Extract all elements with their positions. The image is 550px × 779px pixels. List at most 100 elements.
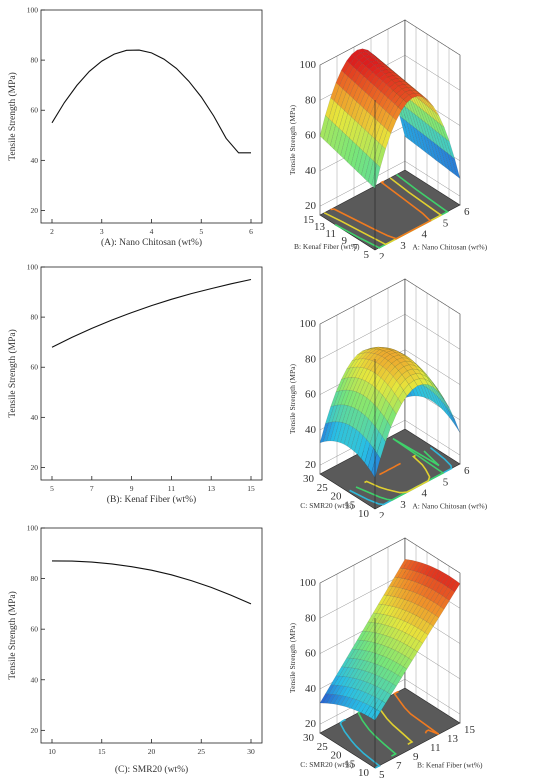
surface-cell xyxy=(378,690,388,702)
surface-cell xyxy=(337,389,347,406)
x-tick-label: 2 xyxy=(379,510,385,518)
surface-cell xyxy=(403,384,413,397)
surface-cell xyxy=(356,630,367,641)
contour-line xyxy=(339,718,381,769)
x-tick-label: 13 xyxy=(447,733,459,745)
surface-cell xyxy=(374,613,384,624)
surface-cell xyxy=(340,423,350,445)
y-tick-label: 7 xyxy=(353,242,359,254)
contour-line xyxy=(357,709,398,757)
surface-cell xyxy=(365,61,375,70)
x-tick-label: 3 xyxy=(400,240,406,252)
surface-cell xyxy=(361,58,372,67)
surface-cell xyxy=(394,568,404,578)
surface-cell xyxy=(412,360,422,370)
z-tick-label: 60 xyxy=(305,130,317,142)
series-line xyxy=(51,278,252,348)
x-tick-label: 13 xyxy=(207,484,215,493)
surface-cell xyxy=(364,157,374,183)
y-tick-label: 15 xyxy=(344,499,356,511)
surface-cell xyxy=(371,452,381,479)
y-tick-label: 10 xyxy=(358,767,370,779)
surface-cell xyxy=(386,586,397,597)
y-axis-label: Tensile Strength (MPa) xyxy=(7,591,18,680)
surface-cell xyxy=(338,404,348,423)
y-tick-label: 13 xyxy=(314,221,326,233)
surface-cell xyxy=(333,85,343,105)
surface-cell xyxy=(361,110,371,131)
series-line xyxy=(51,560,252,605)
x-tick-label: 11 xyxy=(168,484,175,493)
surface-cell xyxy=(397,390,408,405)
response-surface xyxy=(319,48,461,189)
x-axis-label: (A): Nano Chitosan (wt%) xyxy=(101,237,202,248)
surface-cell xyxy=(392,577,402,588)
x-tick-label: 6 xyxy=(249,227,253,236)
y-tick-label: 40 xyxy=(31,413,39,422)
surface-cell xyxy=(387,660,397,672)
plot-frame xyxy=(40,266,263,481)
response-surface xyxy=(319,559,461,721)
surface-cell xyxy=(347,698,357,709)
plot-frame xyxy=(40,527,263,744)
y-tick-label: 80 xyxy=(31,574,39,583)
z-grid-line xyxy=(319,419,461,466)
z-grid-line xyxy=(319,537,461,584)
surface-cell xyxy=(346,79,356,96)
y-tick-label: 15 xyxy=(344,758,356,770)
x-tick-label: 6 xyxy=(464,206,470,218)
series-line xyxy=(51,49,251,154)
y-tick-label: 30 xyxy=(303,732,315,744)
surface-cell xyxy=(397,350,406,356)
z-tick-label: 100 xyxy=(300,59,317,71)
surface-cell xyxy=(344,367,354,379)
surface-cell xyxy=(362,347,372,352)
z-tick-label: 20 xyxy=(305,459,317,471)
surface-cell xyxy=(337,88,347,108)
y-axis-label: B: Kenaf Fiber (wt%) xyxy=(294,242,360,251)
surface-cell xyxy=(347,141,357,166)
surface-cell xyxy=(428,376,438,389)
surface-cell xyxy=(410,373,420,381)
z-grid-line xyxy=(319,160,461,207)
y-tick-label: 100 xyxy=(27,524,39,533)
y-tick-label: 100 xyxy=(27,6,39,15)
surface-cell xyxy=(356,88,366,106)
x-tick-label: 10 xyxy=(48,747,56,756)
surface-cell xyxy=(375,91,385,106)
surface-cell xyxy=(426,376,436,387)
x-tick-label: 15 xyxy=(98,747,106,756)
surface-cell xyxy=(382,384,392,400)
surface-cell xyxy=(366,652,377,663)
surface-cell xyxy=(375,644,385,655)
y-tick-label: 25 xyxy=(317,482,329,494)
surface-cell xyxy=(349,649,360,659)
surface-cell xyxy=(383,681,394,693)
surface-cell xyxy=(343,137,353,163)
x-tick-label: 11 xyxy=(430,742,441,754)
z-grid-line xyxy=(319,19,461,66)
plot-frame xyxy=(40,9,263,224)
x-tick-label: 3 xyxy=(400,499,406,511)
contour-line xyxy=(393,690,440,736)
surface-cell xyxy=(403,94,413,103)
x-axis-label: A: Nano Chitosan (wt%) xyxy=(412,501,487,510)
y-tick-label: 20 xyxy=(331,750,343,762)
z-tick-label: 60 xyxy=(305,648,317,660)
z-tick-label: 100 xyxy=(300,318,317,330)
y-tick-label: 60 xyxy=(31,625,39,634)
x-axis-label: A: Nano Chitosan (wt%) xyxy=(412,242,487,251)
surface-cell xyxy=(341,367,351,380)
surface-cell xyxy=(435,386,445,400)
surface-cell xyxy=(381,352,391,359)
surface-cell xyxy=(376,700,386,713)
surface-cell xyxy=(354,679,364,690)
surface-cell xyxy=(340,696,350,707)
surface-cell xyxy=(351,678,361,689)
surface-cell xyxy=(379,604,390,615)
y-axis-label: Tensile Strength (MPa) xyxy=(7,72,18,161)
y-tick-label: 20 xyxy=(331,491,343,503)
surface-cell xyxy=(336,695,347,706)
